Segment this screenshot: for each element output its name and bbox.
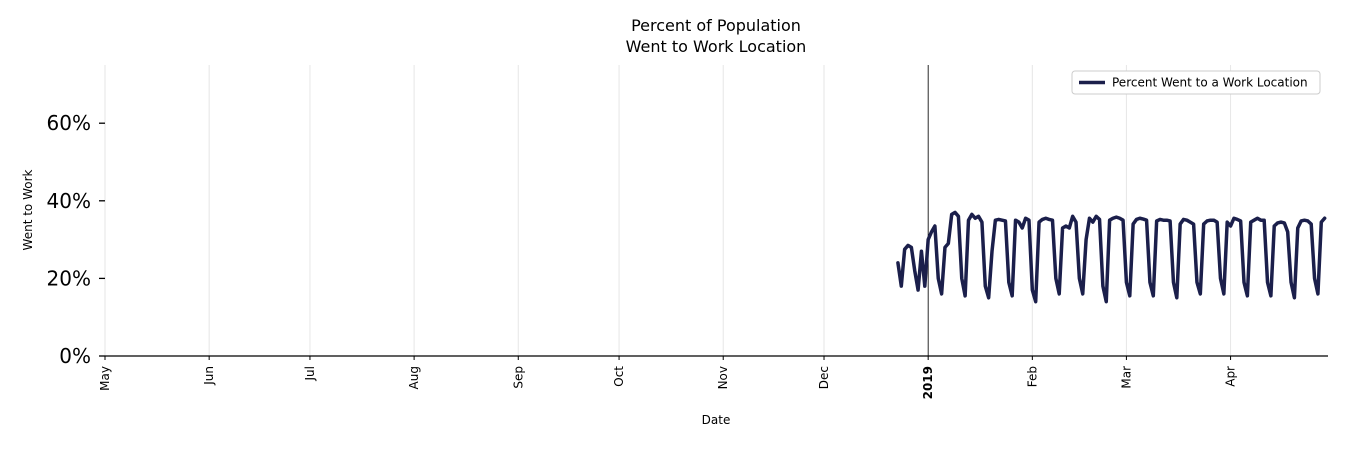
legend: Percent Went to a Work Location	[1071, 70, 1321, 95]
series-layer	[896, 210, 1327, 304]
series-line-0	[896, 210, 1327, 304]
x-tick-label-jul: Jul	[303, 366, 317, 381]
chart-title: Percent of Population Went to Work Locat…	[626, 16, 807, 56]
x-tick-label-aug: Aug	[407, 366, 421, 389]
x-tick-label-oct: Oct	[612, 366, 626, 387]
y-tick-label-1: 20%	[47, 266, 91, 290]
y-tick-label-0: 0%	[59, 344, 91, 368]
chart-title-line-1: Percent of Population	[631, 16, 801, 35]
legend-label: Percent Went to a Work Location	[1112, 76, 1308, 90]
x-tick-label-mar: Mar	[1119, 366, 1133, 389]
x-tick-label-dec: Dec	[817, 366, 831, 389]
x-axis-label: Date	[702, 413, 731, 427]
legend-box	[1071, 70, 1321, 95]
x-tick-label-may: May	[98, 366, 112, 391]
x-tick-label-sep: Sep	[511, 366, 525, 389]
y-axis-label: Went to Work	[21, 169, 35, 250]
y-tick-label-3: 60%	[47, 111, 91, 135]
x-tick-label-apr: Apr	[1224, 366, 1238, 387]
x-tick-label-nov: Nov	[716, 366, 730, 389]
vertical-gridlines	[104, 65, 1232, 356]
x-tick-label-feb: Feb	[1025, 366, 1039, 387]
x-axis-ticks: May Jun Jul Aug Sep Oct Nov Dec 2019 Feb Mar Apr	[98, 356, 1238, 399]
chart-title-line-2: Went to Work Location	[626, 37, 807, 56]
y-axis-ticks: 0% 20% 40% 60%	[47, 111, 105, 368]
x-tick-label-2019: 2019	[921, 366, 935, 399]
y-tick-label-2: 40%	[47, 189, 91, 213]
x-tick-label-jun: Jun	[202, 366, 216, 386]
